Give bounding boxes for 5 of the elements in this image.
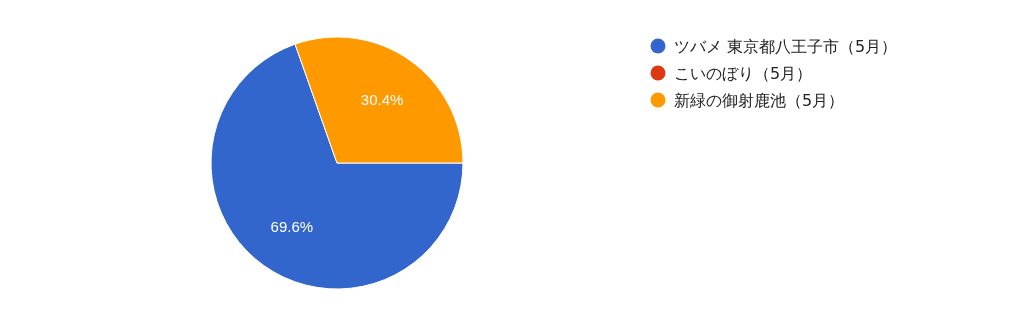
data-label: 30.4% [360, 90, 404, 108]
data-label: 69.6% [270, 218, 314, 236]
legend-label: こいのぼり（5月） [674, 63, 813, 83]
legend-label: ツバメ 東京都八王子市（5月） [674, 36, 898, 56]
legend-label: 新緑の御射鹿池（5月） [674, 90, 845, 110]
